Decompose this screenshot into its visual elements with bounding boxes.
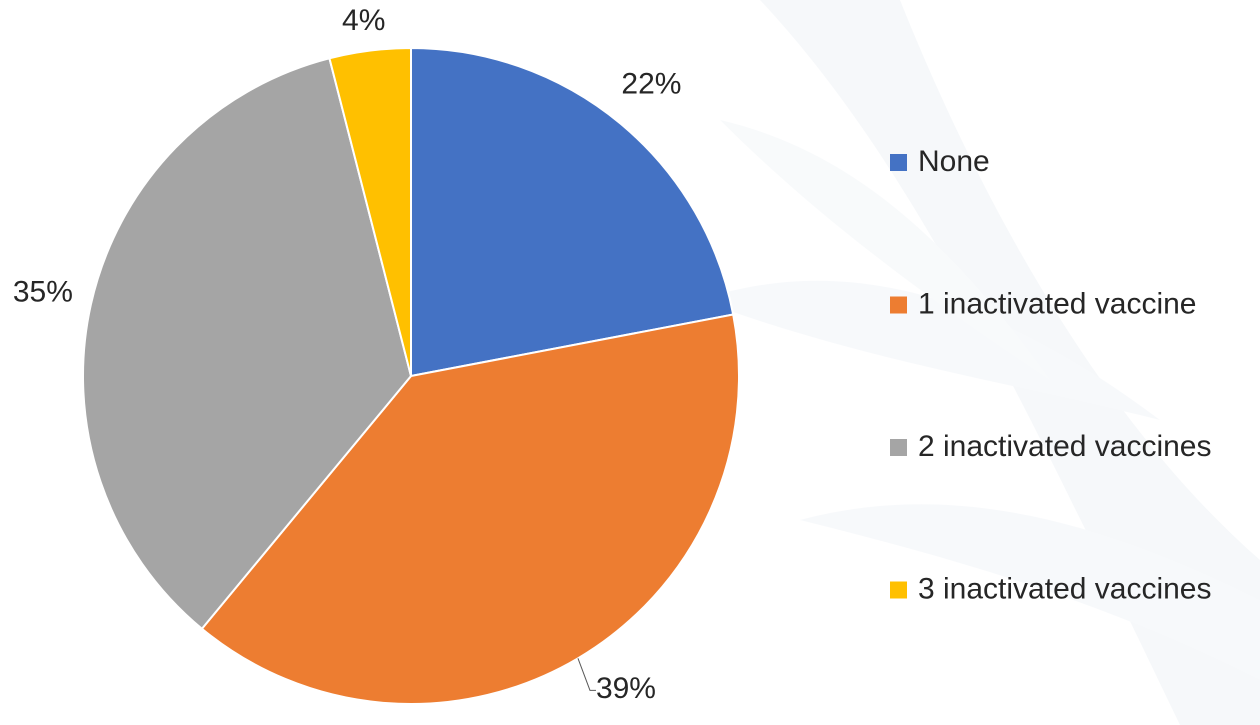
legend-label: 2 inactivated vaccines [918, 430, 1212, 463]
legend-label: 1 inactivated vaccine [918, 287, 1197, 320]
legend-label: 3 inactivated vaccines [918, 572, 1212, 605]
data-label: 39% [596, 672, 656, 705]
background-feather [700, 0, 1260, 725]
data-label: 35% [13, 276, 73, 309]
legend-swatch [890, 297, 907, 314]
legend-label: None [918, 145, 990, 178]
legend-swatch [890, 582, 907, 599]
data-label: 22% [621, 67, 681, 100]
data-label: 4% [342, 4, 385, 37]
legend-swatch [890, 439, 907, 456]
chart: 22% 39% 35% 4% None 1 inactivated vaccine 2 i… [0, 0, 1260, 725]
pie [83, 48, 739, 704]
legend-swatch [890, 154, 907, 171]
leader-line [578, 658, 596, 690]
